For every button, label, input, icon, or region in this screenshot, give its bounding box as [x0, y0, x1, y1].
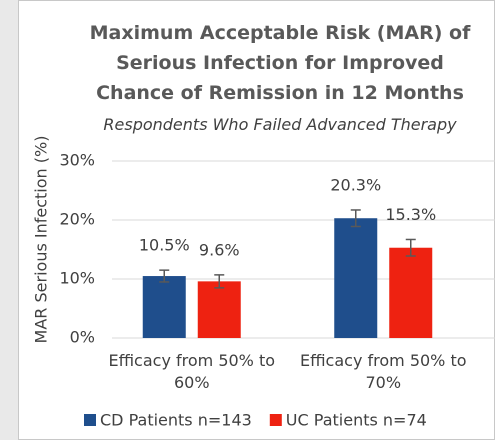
x-tick-label: Efficacy from 50% to 70%: [299, 351, 467, 392]
y-tick-label: 20%: [59, 210, 95, 229]
legend-swatch: [269, 414, 282, 426]
chart-title: Maximum Acceptable Risk (MAR) of Serious…: [89, 22, 471, 104]
value-label: 10.5%: [139, 236, 190, 255]
legend-swatch: [84, 414, 96, 426]
value-label: 9.6%: [199, 240, 240, 259]
legend-label: CD Patients n=143: [100, 411, 252, 430]
bar: [389, 247, 433, 338]
y-axis-label: MAR Serious Infection (%): [32, 136, 51, 344]
x-tick-label: Efficacy from 50% to 60%: [108, 351, 276, 392]
value-label: 15.3%: [385, 205, 436, 224]
bar: [142, 276, 186, 338]
bar: [334, 218, 378, 338]
value-label: 20.3%: [330, 175, 381, 194]
y-tick-label: 30%: [59, 151, 95, 170]
chart-subtitle: Respondents Who Failed Advanced Therapy: [103, 115, 457, 134]
y-tick-label: 10%: [59, 269, 95, 288]
y-tick-label: 0%: [70, 328, 95, 347]
bar: [197, 281, 241, 338]
legend-label: UC Patients n=74: [286, 411, 427, 430]
